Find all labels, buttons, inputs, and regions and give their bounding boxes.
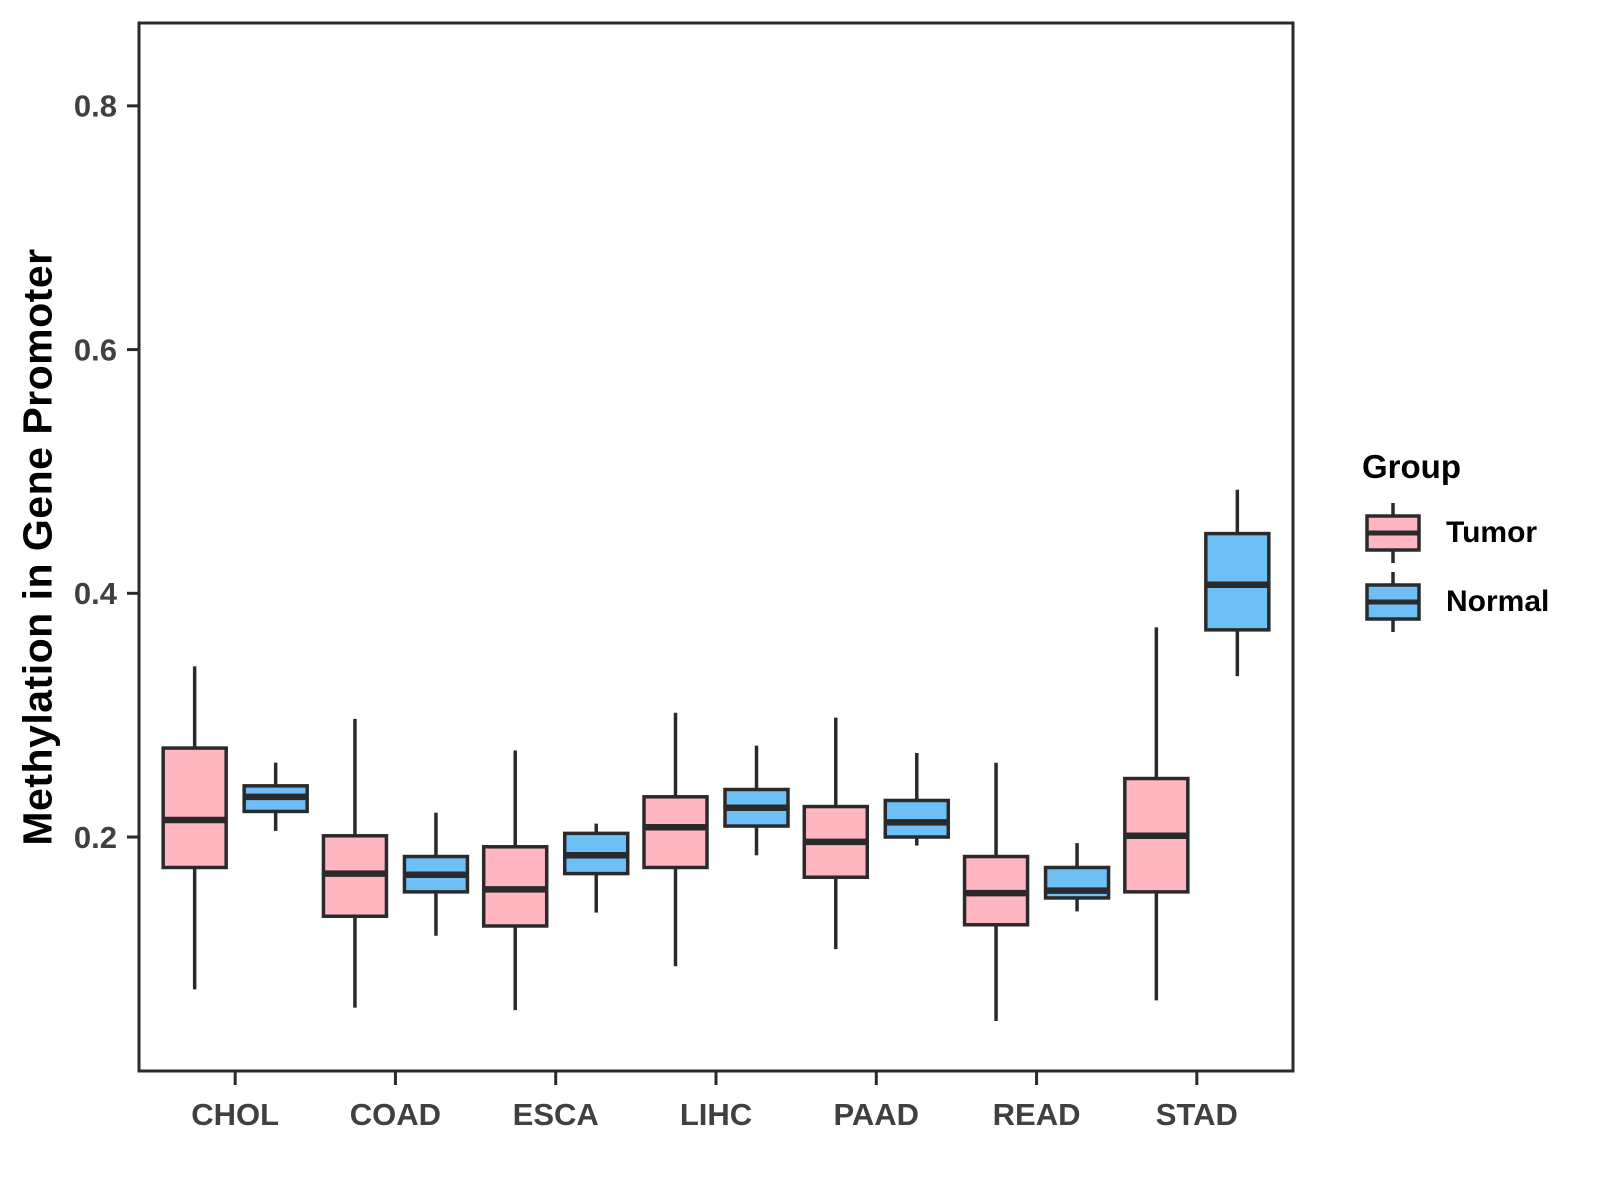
box-normal-PAAD <box>883 798 951 839</box>
legend-title: Group <box>1362 448 1461 485</box>
box-tumor-LIHC <box>642 795 709 870</box>
x-tick-label: LIHC <box>680 1097 752 1132</box>
box-tumor-CHOL <box>161 746 228 870</box>
x-tick-label: STAD <box>1156 1097 1238 1132</box>
legend-entry-normal: Normal <box>1362 567 1549 636</box>
legend: Group Tumor Normal <box>1362 448 1549 636</box>
legend-label-tumor: Tumor <box>1446 515 1538 549</box>
boxplot-glyph-tumor <box>1365 502 1421 563</box>
boxplot-glyph-normal <box>1365 571 1421 632</box>
x-tick-label: ESCA <box>513 1097 599 1132</box>
boxplot-key-icon <box>1362 500 1424 566</box>
x-tick-label: READ <box>993 1097 1081 1132</box>
legend-label-normal: Normal <box>1446 584 1550 618</box>
boxplot-key-icon <box>1362 569 1424 635</box>
y-tick-label: 0.8 <box>74 89 117 124</box>
x-tick-label: CHOL <box>191 1097 279 1132</box>
y-tick-label: 0.2 <box>74 820 117 855</box>
y-axis-title: Methylation in Gene Promoter <box>14 248 61 846</box>
legend-entry-tumor: Tumor <box>1362 498 1549 567</box>
y-tick-label: 0.4 <box>74 576 118 611</box>
x-tick-label: COAD <box>350 1097 441 1132</box>
x-tick-label: PAAD <box>834 1097 920 1132</box>
y-tick-label: 0.6 <box>74 332 117 367</box>
panel-border <box>137 21 1295 1073</box>
